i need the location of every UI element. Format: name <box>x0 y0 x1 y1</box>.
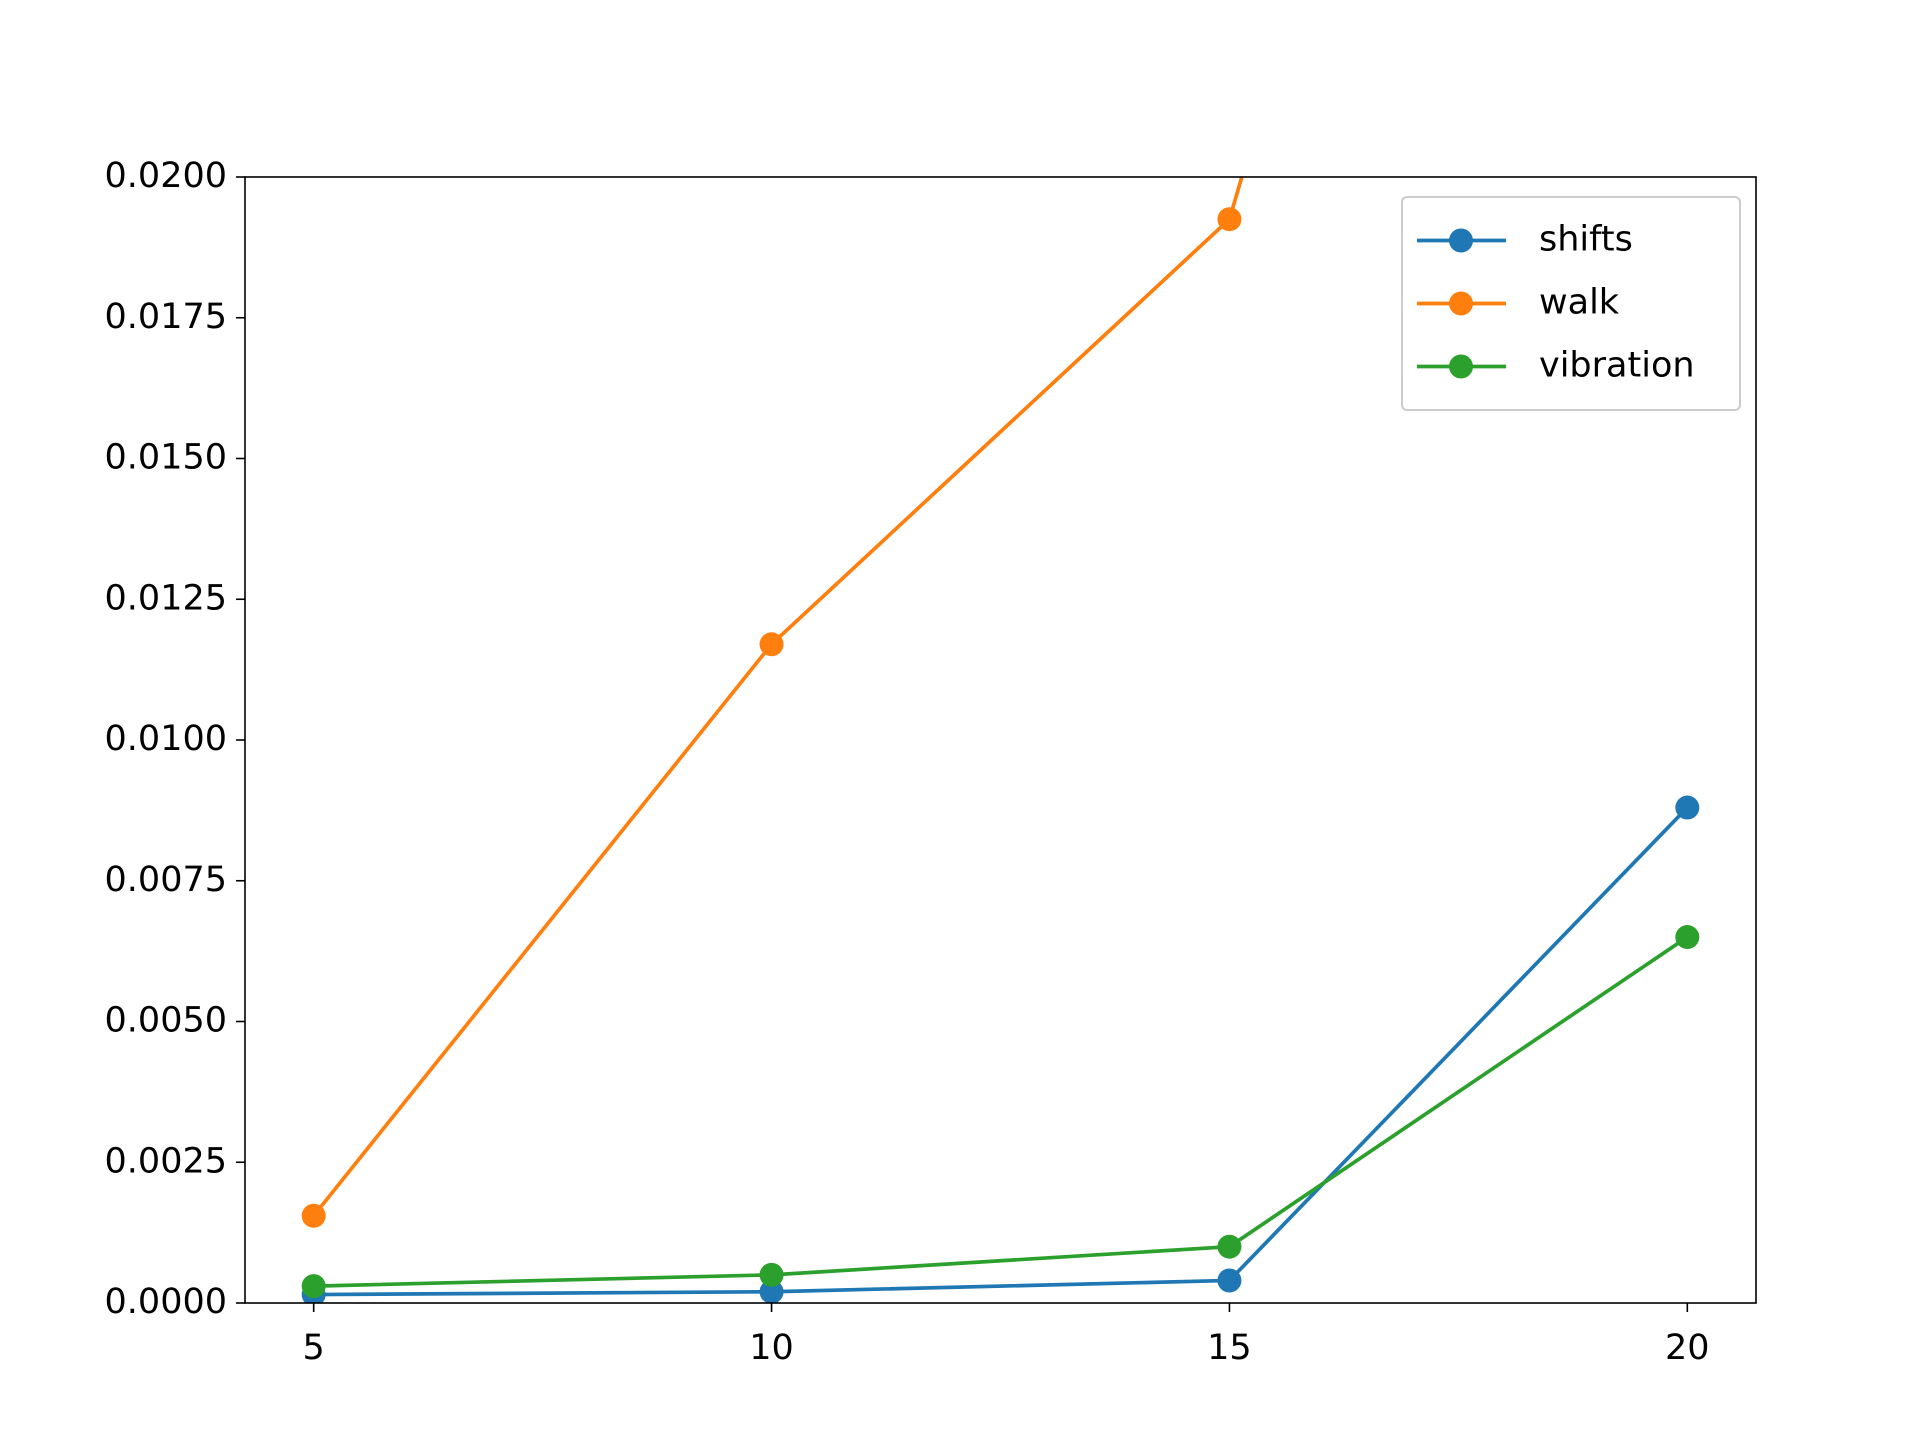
y-tick-label: 0.0000 <box>105 1282 227 1322</box>
legend-label: vibration <box>1539 346 1695 386</box>
y-tick-label: 0.0125 <box>105 578 227 618</box>
y-tick-label: 0.0150 <box>105 438 227 478</box>
point <box>1217 1234 1242 1259</box>
y-tick-label: 0.0200 <box>105 156 227 196</box>
y-tick-label: 0.0100 <box>105 719 227 759</box>
point <box>1217 1268 1242 1293</box>
y-tick-label: 0.0050 <box>105 1001 227 1041</box>
legend-box <box>1401 196 1741 411</box>
series-line <box>313 935 1689 1288</box>
x-tick-label: 5 <box>303 1328 325 1368</box>
point <box>759 1279 784 1303</box>
point <box>1675 795 1700 820</box>
x-tick-label: 20 <box>1665 1328 1710 1368</box>
series-line <box>312 177 1244 1217</box>
point <box>301 1274 326 1299</box>
point <box>1217 207 1242 232</box>
x-tick-label: 10 <box>749 1328 794 1368</box>
series-line <box>313 806 1689 1297</box>
point <box>301 1203 326 1228</box>
legend-marker <box>1449 291 1473 316</box>
point <box>759 632 784 657</box>
y-tick-label: 0.0175 <box>105 297 227 337</box>
point <box>759 1262 784 1287</box>
plot-area <box>301 177 1700 1303</box>
point <box>1675 925 1700 950</box>
legend-marker <box>1449 354 1473 379</box>
legend-label: shifts <box>1539 220 1633 260</box>
legend-marker <box>1449 228 1473 253</box>
y-tick-label: 0.0025 <box>105 1141 227 1181</box>
legend-label: walk <box>1539 283 1620 323</box>
y-tick-label: 0.0075 <box>105 860 227 900</box>
x-tick-label: 15 <box>1207 1328 1252 1368</box>
